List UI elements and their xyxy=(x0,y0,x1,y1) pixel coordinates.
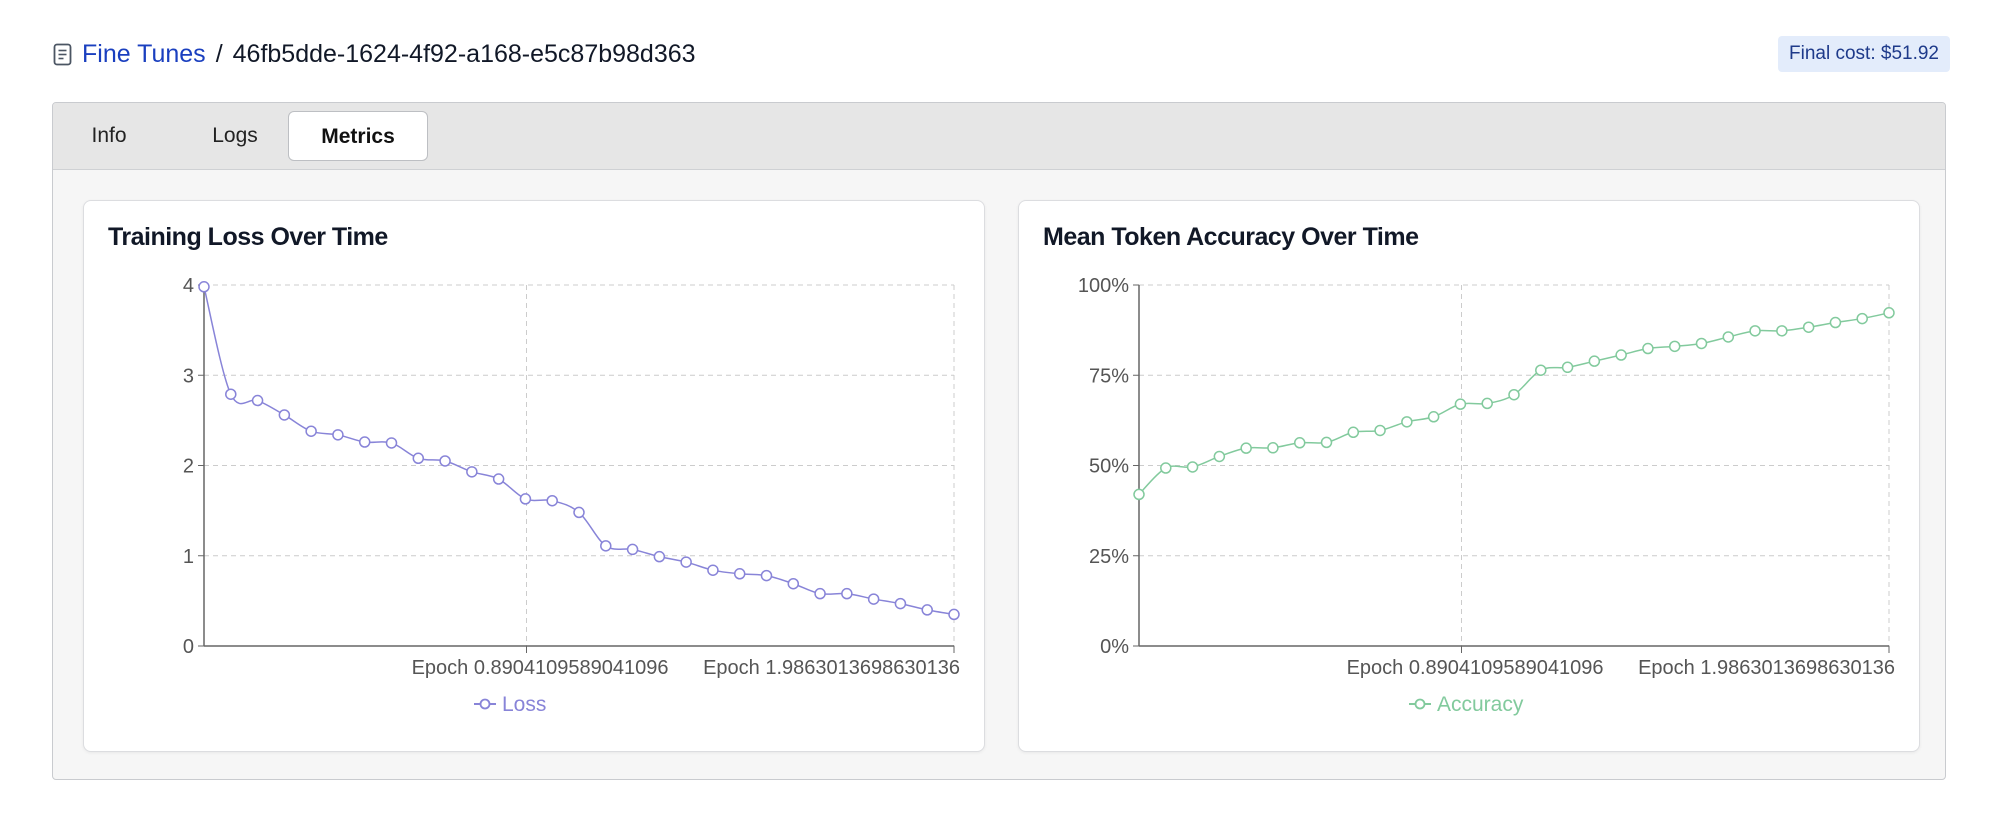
y-tick-label: 50% xyxy=(1089,456,1129,478)
data-point xyxy=(1186,461,1199,473)
data-point xyxy=(1427,411,1440,423)
data-point xyxy=(680,556,692,568)
y-tick-label: 0% xyxy=(1100,636,1129,658)
data-point xyxy=(519,493,532,505)
data-point xyxy=(1160,462,1172,474)
data-point xyxy=(653,550,666,563)
legend-marker xyxy=(479,698,491,710)
data-point xyxy=(921,604,933,616)
data-point xyxy=(1454,398,1467,410)
data-point xyxy=(760,569,773,582)
data-point xyxy=(439,455,451,467)
data-point xyxy=(841,587,853,600)
data-point xyxy=(1588,355,1601,367)
data-point xyxy=(1829,316,1842,329)
data-point xyxy=(1374,424,1386,437)
data-point xyxy=(546,494,558,507)
data-point xyxy=(278,409,291,421)
y-tick-label: 25% xyxy=(1089,546,1129,568)
data-point xyxy=(1481,397,1493,410)
y-tick-label: 4 xyxy=(183,275,194,297)
x-tick-label: Epoch 0.8904109589041096 xyxy=(1347,657,1604,679)
chart-title: Training Loss Over Time xyxy=(108,223,388,251)
tab-logs[interactable]: Logs xyxy=(212,124,258,147)
legend-label: Loss xyxy=(502,693,546,716)
data-point xyxy=(948,608,960,621)
data-point xyxy=(1668,340,1681,353)
series-line xyxy=(203,286,955,616)
accuracy-chart-card: Mean Token Accuracy Over Time 0% 25% 50% 75… xyxy=(1018,200,1920,752)
data-point xyxy=(1240,442,1252,454)
data-point xyxy=(1642,342,1654,355)
data-point xyxy=(867,593,880,605)
data-point xyxy=(466,466,478,478)
data-point xyxy=(1347,426,1360,439)
y-tick-label: 1 xyxy=(183,546,194,568)
data-point xyxy=(1722,331,1735,343)
breadcrumb: Fine Tunes / 46fb5dde-1624-4f92-a168-e5c87… xyxy=(82,36,696,72)
data-point xyxy=(1320,436,1333,449)
legend-marker xyxy=(1414,698,1426,710)
data-point xyxy=(1615,349,1627,361)
loss-chart: 0 1 2 3 4 Epoch 0.8904109589041096 Epoch 1.986… xyxy=(183,275,960,716)
tab-bar: Info Logs Metrics xyxy=(53,103,1945,170)
data-point xyxy=(1293,437,1306,449)
final-cost-badge: Final cost: $51.92 xyxy=(1778,36,1950,72)
tab-info[interactable]: Info xyxy=(91,124,127,147)
data-point xyxy=(733,568,746,580)
x-tick-label: Epoch 1.9863013698630136 xyxy=(1638,657,1895,679)
data-point xyxy=(707,564,719,576)
fine-tune-id: 46fb5dde-1624-4f92-a168-e5c87b98d363 xyxy=(232,40,696,68)
y-tick-label: 0 xyxy=(183,636,194,658)
data-point xyxy=(1561,361,1574,374)
chart-title: Mean Token Accuracy Over Time xyxy=(1043,223,1419,251)
data-point xyxy=(1535,364,1547,376)
data-point xyxy=(787,577,800,590)
data-point xyxy=(1883,307,1895,319)
data-point xyxy=(1749,325,1761,337)
accuracy-chart: 0% 25% 50% 75% 100% Epoch 0.8904109589041096 E… xyxy=(1078,275,1895,716)
data-point xyxy=(332,429,344,441)
chart-legend: Loss xyxy=(474,693,546,716)
x-tick-label: Epoch 1.9863013698630136 xyxy=(703,657,960,679)
x-tick-label: Epoch 0.8904109589041096 xyxy=(412,657,669,679)
data-point xyxy=(492,473,505,485)
data-point xyxy=(814,587,826,600)
legend-label: Accuracy xyxy=(1437,693,1524,716)
data-point xyxy=(305,425,317,437)
data-point xyxy=(251,394,264,407)
data-point xyxy=(626,543,639,556)
data-point xyxy=(1776,325,1788,337)
data-point xyxy=(1802,321,1815,333)
page-header: Fine Tunes / 46fb5dde-1624-4f92-a168-e5c87… xyxy=(52,36,1950,72)
document-icon xyxy=(53,43,72,66)
breadcrumb-separator: / xyxy=(215,40,223,68)
series-line xyxy=(1138,312,1890,495)
data-point xyxy=(1267,442,1279,454)
data-point xyxy=(385,437,398,449)
loss-chart-card: Training Loss Over Time 0 1 2 3 4 Epoch 0.890… xyxy=(83,200,985,752)
y-tick-label: 100% xyxy=(1078,275,1129,297)
chart-legend: Accuracy xyxy=(1409,693,1524,716)
data-point xyxy=(1133,488,1145,501)
data-point xyxy=(198,281,210,293)
tab-metrics[interactable]: Metrics xyxy=(288,111,428,161)
data-point xyxy=(1213,450,1226,463)
data-point xyxy=(1695,337,1708,350)
data-point xyxy=(1508,388,1520,401)
tabs-panel: Info Logs Metrics Training Loss Over Tim… xyxy=(52,102,1946,780)
y-tick-label: 2 xyxy=(183,456,194,478)
y-tick-label: 75% xyxy=(1089,365,1129,387)
data-point xyxy=(358,436,371,448)
breadcrumb-fine-tunes-link[interactable]: Fine Tunes xyxy=(82,40,206,68)
data-point xyxy=(600,540,612,552)
data-point xyxy=(894,597,907,610)
data-point xyxy=(412,452,425,465)
data-point xyxy=(225,388,237,400)
data-point xyxy=(1401,416,1413,428)
data-point xyxy=(1856,312,1868,325)
y-tick-label: 3 xyxy=(183,365,194,387)
data-point xyxy=(573,506,585,519)
